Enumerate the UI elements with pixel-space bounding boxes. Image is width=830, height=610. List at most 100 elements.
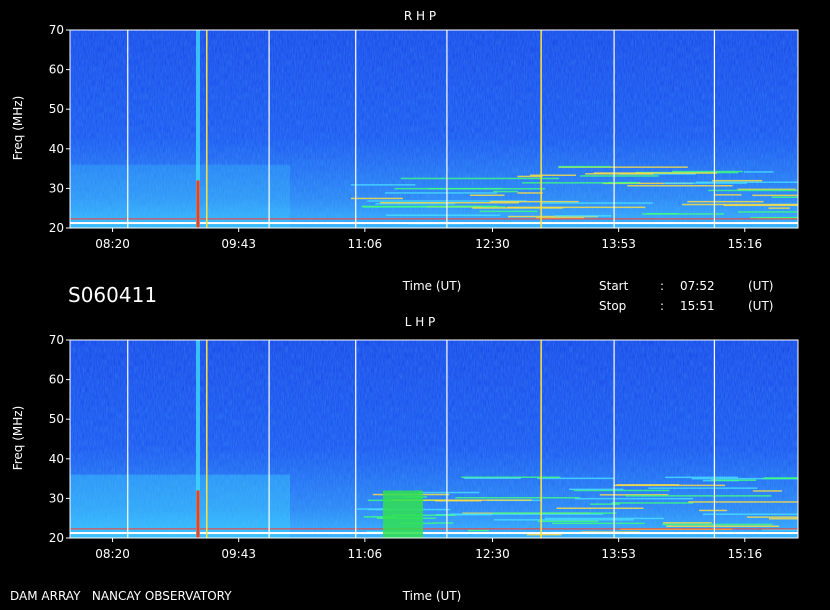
emission-streak [618, 173, 696, 175]
baseline-band-red [70, 528, 798, 530]
stop-sep: : [660, 299, 664, 313]
emission-streak [554, 215, 612, 217]
lhp-panel: L H P Freq (MHz) 20 30 40 50 60 70 08:20 09:43 1… [11, 315, 799, 603]
emission-streak [530, 174, 577, 176]
emission-streak [723, 204, 798, 207]
y-tick-label: 70 [49, 23, 64, 37]
emission-streak [558, 165, 611, 168]
emission-streak [400, 177, 559, 180]
y-tick-label: 50 [49, 102, 64, 116]
emission-streak [350, 197, 403, 200]
x-tick-label: 12:30 [475, 547, 510, 561]
emission-streak [688, 501, 798, 503]
emission-streak [648, 487, 758, 489]
spectrogram-texture [70, 30, 798, 228]
plot-frame [69, 29, 799, 229]
x-tick-label: 11:06 [348, 547, 383, 561]
x-tick-label: 13:53 [601, 547, 636, 561]
y-tick-label: 60 [49, 63, 64, 77]
emission-streak [468, 529, 489, 532]
start-label: Start [599, 279, 629, 293]
emission-streak [682, 203, 798, 206]
emission-streak [762, 477, 798, 480]
emission-streak [552, 522, 645, 525]
y-tick-label: 30 [49, 181, 64, 195]
footer-credit: DAM ARRAY NANCAY OBSERVATORY [10, 589, 232, 603]
lhp-ylabel: Freq (MHz) [11, 406, 25, 471]
emission-streak [558, 166, 688, 168]
rhp-title: R H P [404, 9, 436, 23]
emission-streak [687, 200, 764, 203]
emission-streak [517, 192, 543, 194]
emission-streak [493, 190, 519, 193]
emission-streak [507, 206, 646, 209]
x-tick-label: 15:16 [728, 547, 763, 561]
emission-streak [768, 207, 790, 209]
emission-streak [428, 188, 545, 190]
emission-streak [556, 507, 644, 509]
start-time: 07:52 [680, 279, 715, 293]
emission-streak [544, 517, 664, 520]
emission-streak [599, 494, 669, 496]
y-tick-label: 20 [49, 531, 64, 545]
lhp-title: L H P [405, 315, 436, 329]
burst-column [196, 30, 200, 228]
emission-streak [537, 477, 615, 480]
emission-streak [541, 202, 653, 204]
emission-streak [663, 182, 747, 184]
start-sep: : [660, 279, 664, 293]
emission-streak [696, 181, 798, 183]
emission-streak [663, 522, 712, 524]
emission-streak [662, 523, 773, 526]
emission-streak [470, 194, 505, 196]
emission-streak [769, 518, 798, 520]
emission-streak [573, 489, 670, 492]
emission-streak [625, 495, 772, 497]
y-tick-label: 60 [49, 373, 64, 387]
emission-streak [418, 491, 480, 494]
stop-label: Stop [599, 299, 626, 313]
emission-streak [472, 207, 564, 209]
rhp-xlabel: Time (UT) [402, 279, 462, 293]
emission-streak [762, 529, 798, 531]
emission-streak [392, 514, 456, 516]
emission-streak [357, 508, 388, 510]
spectrogram-body [69, 339, 799, 539]
lhp-xlabel: Time (UT) [402, 589, 462, 603]
emission-streak [479, 210, 538, 213]
x-tick-label: 11:06 [348, 237, 383, 251]
emission-streak [386, 214, 501, 216]
emission-streak [521, 182, 639, 184]
low-frequency-haze [70, 474, 290, 538]
rhp-panel: R H P Freq (MHz) 20 30 40 50 60 70 08:20 09:43 1… [11, 9, 799, 293]
burst-core [196, 180, 200, 228]
emission-streak [672, 170, 743, 173]
emission-streak [712, 179, 763, 182]
emission-patch [383, 490, 423, 538]
x-tick-label: 12:30 [475, 237, 510, 251]
emission-streak [450, 513, 604, 515]
stop-unit: (UT) [748, 299, 773, 313]
emission-streak [492, 512, 617, 514]
start-unit: (UT) [748, 279, 773, 293]
emission-streak [752, 490, 782, 492]
x-tick-label: 08:20 [95, 547, 130, 561]
emission-streak [593, 172, 718, 174]
emission-streak [463, 477, 521, 479]
emission-streak [350, 184, 416, 186]
x-tick-label: 09:43 [221, 237, 256, 251]
emission-streak [585, 173, 654, 175]
spectrogram-texture [70, 340, 798, 538]
emission-streak [743, 171, 774, 173]
emission-streak [666, 525, 780, 527]
emission-streak [699, 509, 728, 512]
x-tick-label: 15:16 [728, 237, 763, 251]
low-frequency-haze [70, 164, 290, 228]
rhp-ylabel: Freq (MHz) [11, 96, 25, 161]
emission-streak [363, 516, 397, 518]
emission-streak [461, 476, 561, 478]
baseline-band-red [70, 218, 798, 220]
emission-streak [702, 513, 798, 515]
emission-streak [455, 497, 580, 499]
